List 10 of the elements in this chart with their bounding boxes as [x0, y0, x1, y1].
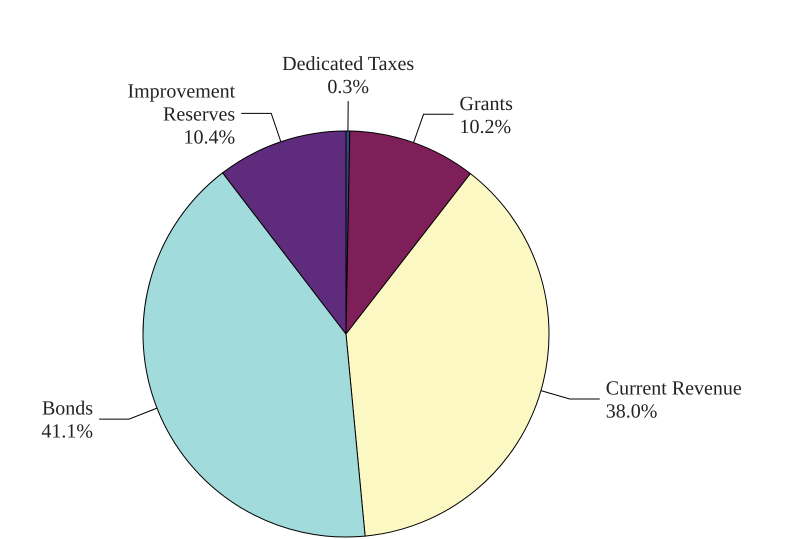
- data-label: 10.4%: [184, 126, 236, 148]
- slice-label: Grants: [460, 92, 514, 115]
- slice-label: Improvement Reserves: [127, 80, 236, 126]
- data-label: 38.0%: [606, 400, 658, 423]
- data-label: 10.2%: [460, 116, 512, 138]
- slice-label: Current Revenue: [606, 378, 742, 400]
- data-label: 0.3%: [327, 76, 370, 98]
- data-label: 41.1%: [41, 420, 94, 443]
- slice-label: Bonds: [42, 398, 94, 420]
- slice-label: Dedicated Taxes: [282, 53, 414, 76]
